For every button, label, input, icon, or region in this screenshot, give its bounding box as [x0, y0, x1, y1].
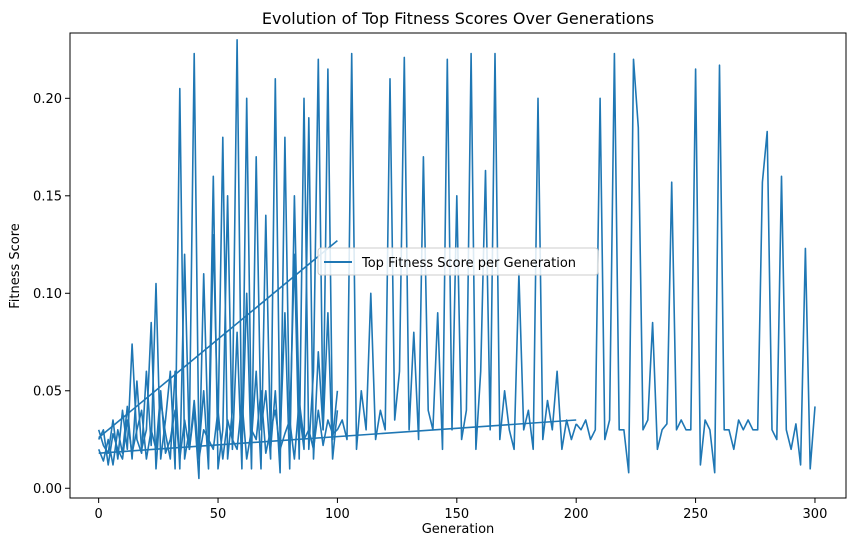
series-line-segment: [97, 38, 339, 470]
y-tick-label: 0.00: [33, 482, 62, 497]
y-tick-label: 0.10: [33, 287, 62, 302]
series-line-segment: [98, 239, 338, 439]
plot-area: [97, 38, 816, 480]
series-line-segment: [575, 52, 816, 474]
x-tick-label: 150: [444, 507, 469, 522]
x-tick-label: 0: [95, 507, 103, 522]
legend-box: [317, 247, 599, 276]
x-axis-label: Generation: [422, 522, 495, 537]
x-axis: 0 50 100 150 200 250 300: [95, 498, 828, 522]
x-tick-label: 250: [683, 507, 708, 522]
chart-title: Evolution of Top Fitness Scores Over Gen…: [262, 9, 654, 28]
x-tick-label: 100: [325, 507, 350, 522]
y-axis-label: Fitness Score: [8, 223, 23, 309]
y-tick-label: 0.15: [33, 189, 62, 204]
plot-frame: [69, 32, 847, 499]
series-line-segment: [98, 419, 577, 454]
y-tick-label: 0.20: [33, 92, 62, 107]
series-line-segment: [97, 389, 338, 466]
x-tick-label: 300: [803, 507, 828, 522]
y-tick-label: 0.05: [33, 384, 62, 399]
x-tick-label: 200: [564, 507, 589, 522]
series-line-segment: [336, 52, 577, 451]
y-axis: 0.00 0.05 0.10 0.15 0.20: [33, 92, 70, 497]
x-tick-label: 50: [210, 507, 227, 522]
legend-label: Top Fitness Score per Generation: [361, 256, 576, 271]
legend: Top Fitness Score per Generation: [317, 247, 599, 276]
